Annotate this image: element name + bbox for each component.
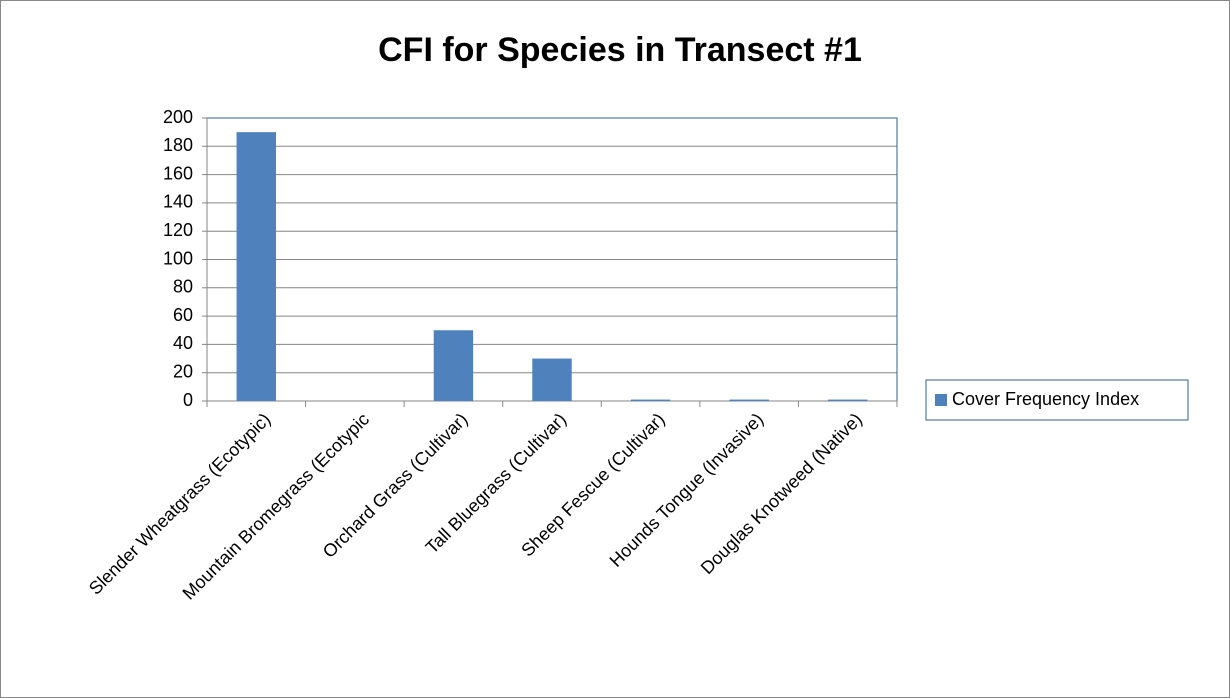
bar — [729, 399, 769, 401]
y-tick-label: 160 — [163, 163, 193, 183]
chart-title: CFI for Species in Transect #1 — [378, 31, 862, 69]
y-tick-label: 40 — [173, 333, 193, 353]
y-tick-label: 200 — [163, 107, 193, 127]
bar — [828, 399, 868, 401]
y-tick-label: 100 — [163, 248, 193, 268]
y-tick-label: 60 — [173, 305, 193, 325]
legend-label: Cover Frequency Index — [952, 389, 1139, 409]
y-tick-label: 80 — [173, 277, 193, 297]
y-tick-label: 140 — [163, 192, 193, 212]
y-tick-label: 0 — [183, 390, 193, 410]
bar — [236, 132, 276, 401]
bar — [433, 330, 474, 401]
legend-swatch — [935, 394, 947, 406]
y-tick-label: 180 — [163, 135, 193, 155]
bar — [630, 399, 671, 401]
y-tick-label: 20 — [173, 361, 193, 381]
legend-box — [925, 379, 1189, 421]
y-tick-label: 120 — [163, 220, 193, 240]
bar — [532, 358, 572, 401]
